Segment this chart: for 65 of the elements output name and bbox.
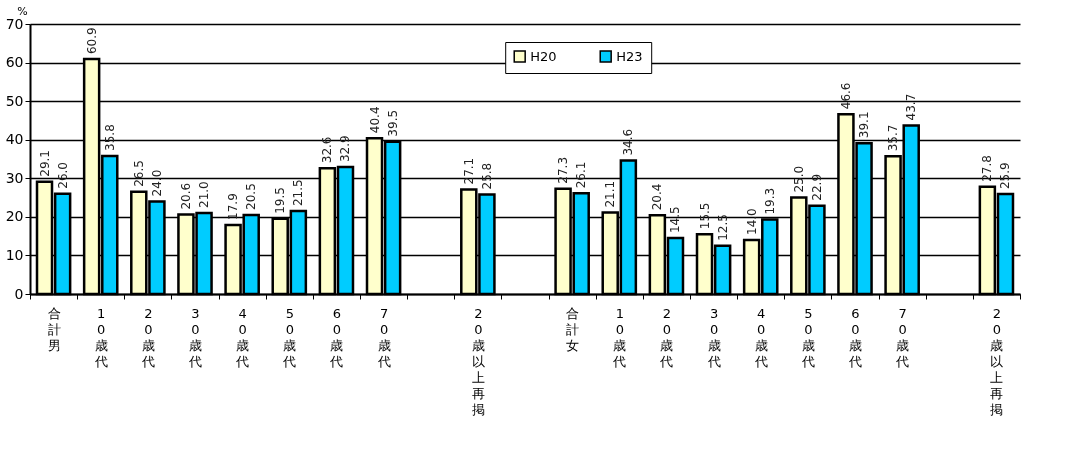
data-label: 43.7 (904, 93, 919, 121)
data-label: 26.5 (131, 160, 146, 187)
data-label: 39.1 (857, 111, 872, 139)
x-tick-label: 合計女 (566, 305, 580, 353)
legend-label: H20 (530, 48, 557, 64)
data-label: 34.6 (621, 128, 636, 156)
data-label: 27.8 (980, 155, 995, 182)
x-tick-label: 50歳代 (282, 305, 297, 369)
x-tick-label: 20歳代 (140, 305, 155, 369)
data-label: 60.9 (84, 27, 99, 55)
data-label: 22.9 (809, 173, 824, 201)
data-label: 35.8 (102, 124, 117, 151)
x-tick-label: 50歳代 (800, 305, 815, 369)
y-tick-label: 30 (5, 169, 24, 186)
data-label: 32.6 (320, 136, 335, 164)
data-label: 20.4 (650, 183, 665, 211)
data-label: 19.3 (762, 187, 777, 215)
data-label: 26.1 (574, 161, 589, 189)
data-label: 21.0 (197, 181, 212, 208)
data-label: 21.1 (603, 180, 618, 208)
y-tick-label: 40 (5, 131, 24, 148)
y-tick-label: 50 (5, 92, 24, 109)
data-label: 25.9 (998, 162, 1013, 190)
y-tick-label: 10 (5, 246, 24, 263)
legend-label: H23 (616, 48, 643, 64)
x-tick-label: 20歳代 (659, 305, 674, 369)
data-label: 40.4 (367, 106, 382, 134)
data-label: 35.7 (886, 124, 901, 152)
x-tick-label: 10歳代 (612, 305, 627, 369)
data-label: 25.8 (479, 162, 494, 190)
x-tick-label: 30歳代 (706, 305, 721, 369)
data-label: 29.1 (37, 150, 52, 177)
x-tick-label: 20歳以上再掲 (471, 305, 485, 417)
y-tick-label: 70 (5, 15, 24, 32)
data-label: 20.6 (178, 182, 193, 210)
data-label: 27.3 (556, 156, 571, 184)
data-label: 21.5 (291, 179, 306, 207)
data-label: 25.0 (791, 165, 806, 193)
data-label: 14.5 (668, 206, 683, 234)
data-label: 15.5 (697, 202, 712, 230)
y-axis-title: % (17, 4, 28, 18)
y-tick-label: 20 (5, 208, 24, 225)
x-tick-label: 70歳代 (895, 305, 910, 369)
x-tick-label: 30歳代 (188, 305, 202, 369)
x-tick-label: 40歳代 (235, 305, 250, 369)
y-tick-label: 60 (5, 54, 24, 71)
x-tick-label: 合計男 (47, 305, 61, 353)
x-tick-label: 40歳代 (753, 305, 768, 369)
data-label: 17.9 (226, 193, 241, 220)
data-label: 26.0 (55, 162, 70, 189)
data-label: 12.5 (715, 214, 730, 241)
data-label: 14.0 (744, 208, 759, 235)
x-tick-label: 10歳代 (93, 305, 108, 369)
x-tick-label: 20歳以上再掲 (990, 305, 1004, 417)
data-label: 24.0 (149, 169, 164, 197)
x-tick-label: 70歳代 (376, 305, 391, 369)
data-label: 27.1 (461, 157, 476, 185)
data-label: 39.5 (385, 109, 400, 137)
data-label: 19.5 (273, 187, 288, 214)
data-label: 32.9 (338, 135, 353, 163)
data-label: 20.5 (244, 183, 259, 210)
data-label: 46.6 (838, 82, 853, 110)
x-tick-label: 60歳代 (848, 305, 862, 369)
x-tick-label: 60歳代 (329, 305, 344, 369)
y-tick-label: 0 (14, 285, 24, 302)
